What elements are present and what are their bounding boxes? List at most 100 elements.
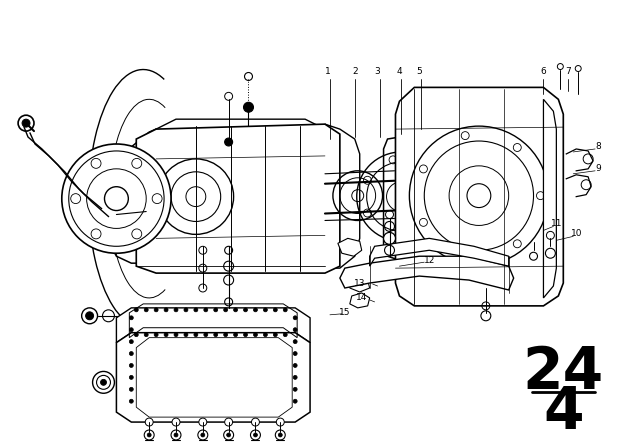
Circle shape — [275, 430, 285, 440]
Circle shape — [234, 333, 237, 336]
Text: 15: 15 — [339, 308, 351, 317]
Circle shape — [108, 212, 111, 216]
Circle shape — [223, 333, 228, 336]
Text: 5: 5 — [417, 67, 422, 76]
Circle shape — [154, 308, 158, 312]
Circle shape — [129, 363, 133, 367]
Circle shape — [174, 308, 178, 312]
Text: 2: 2 — [352, 67, 358, 76]
Circle shape — [144, 333, 148, 336]
Circle shape — [244, 308, 248, 312]
Circle shape — [253, 433, 257, 437]
Circle shape — [102, 310, 115, 322]
Circle shape — [134, 308, 138, 312]
Text: 10: 10 — [570, 229, 582, 238]
Circle shape — [174, 333, 178, 336]
Circle shape — [223, 430, 234, 440]
Text: 6: 6 — [541, 67, 547, 76]
Circle shape — [293, 352, 297, 356]
Circle shape — [273, 333, 277, 336]
Text: 11: 11 — [550, 219, 562, 228]
Circle shape — [225, 418, 232, 426]
Circle shape — [278, 433, 282, 437]
Polygon shape — [543, 99, 556, 298]
Polygon shape — [325, 124, 360, 268]
Circle shape — [93, 371, 115, 393]
Circle shape — [253, 308, 257, 312]
Circle shape — [252, 418, 259, 426]
Circle shape — [164, 333, 168, 336]
Circle shape — [144, 308, 148, 312]
Circle shape — [383, 233, 396, 244]
Circle shape — [144, 430, 154, 440]
Circle shape — [134, 333, 138, 336]
Circle shape — [145, 418, 153, 426]
Circle shape — [264, 333, 268, 336]
Circle shape — [284, 333, 287, 336]
Circle shape — [164, 308, 168, 312]
Circle shape — [284, 308, 287, 312]
Circle shape — [293, 316, 297, 320]
Circle shape — [201, 433, 205, 437]
Circle shape — [293, 399, 297, 403]
Circle shape — [22, 119, 30, 127]
Circle shape — [250, 430, 260, 440]
Circle shape — [225, 138, 232, 146]
Polygon shape — [338, 238, 362, 256]
Circle shape — [184, 333, 188, 336]
Circle shape — [174, 433, 178, 437]
Circle shape — [194, 333, 198, 336]
Polygon shape — [116, 308, 310, 343]
Circle shape — [129, 340, 133, 344]
Polygon shape — [370, 238, 509, 266]
Circle shape — [244, 102, 253, 112]
Circle shape — [244, 333, 248, 336]
Polygon shape — [136, 124, 340, 273]
Circle shape — [194, 308, 198, 312]
Polygon shape — [109, 129, 156, 263]
Text: 3: 3 — [375, 67, 380, 76]
Circle shape — [293, 328, 297, 332]
Text: 4: 4 — [397, 67, 403, 76]
Circle shape — [129, 375, 133, 379]
Text: 7: 7 — [565, 67, 571, 76]
Circle shape — [82, 308, 97, 324]
Text: 12: 12 — [424, 256, 435, 265]
Circle shape — [147, 433, 151, 437]
Circle shape — [62, 144, 171, 253]
Circle shape — [293, 363, 297, 367]
Circle shape — [223, 308, 228, 312]
Circle shape — [264, 308, 268, 312]
Polygon shape — [340, 256, 514, 290]
Text: 4: 4 — [543, 383, 584, 441]
Circle shape — [214, 333, 218, 336]
Circle shape — [273, 308, 277, 312]
Circle shape — [129, 352, 133, 356]
Circle shape — [198, 430, 208, 440]
Circle shape — [253, 333, 257, 336]
Polygon shape — [156, 119, 325, 154]
Polygon shape — [383, 137, 419, 260]
Text: 14: 14 — [356, 293, 367, 302]
Circle shape — [204, 333, 208, 336]
Polygon shape — [146, 238, 325, 268]
Circle shape — [276, 418, 284, 426]
Circle shape — [199, 418, 207, 426]
Polygon shape — [116, 333, 310, 422]
Circle shape — [293, 340, 297, 344]
Circle shape — [86, 312, 93, 320]
Polygon shape — [396, 87, 563, 306]
Circle shape — [293, 375, 297, 379]
Text: 9: 9 — [595, 164, 601, 173]
Circle shape — [171, 430, 181, 440]
Circle shape — [204, 308, 208, 312]
Circle shape — [129, 388, 133, 391]
Circle shape — [129, 399, 133, 403]
Text: 1: 1 — [325, 67, 331, 76]
Circle shape — [234, 308, 237, 312]
Circle shape — [129, 316, 133, 320]
Text: 13: 13 — [354, 279, 365, 288]
Circle shape — [129, 328, 133, 332]
Circle shape — [172, 418, 180, 426]
Circle shape — [184, 308, 188, 312]
